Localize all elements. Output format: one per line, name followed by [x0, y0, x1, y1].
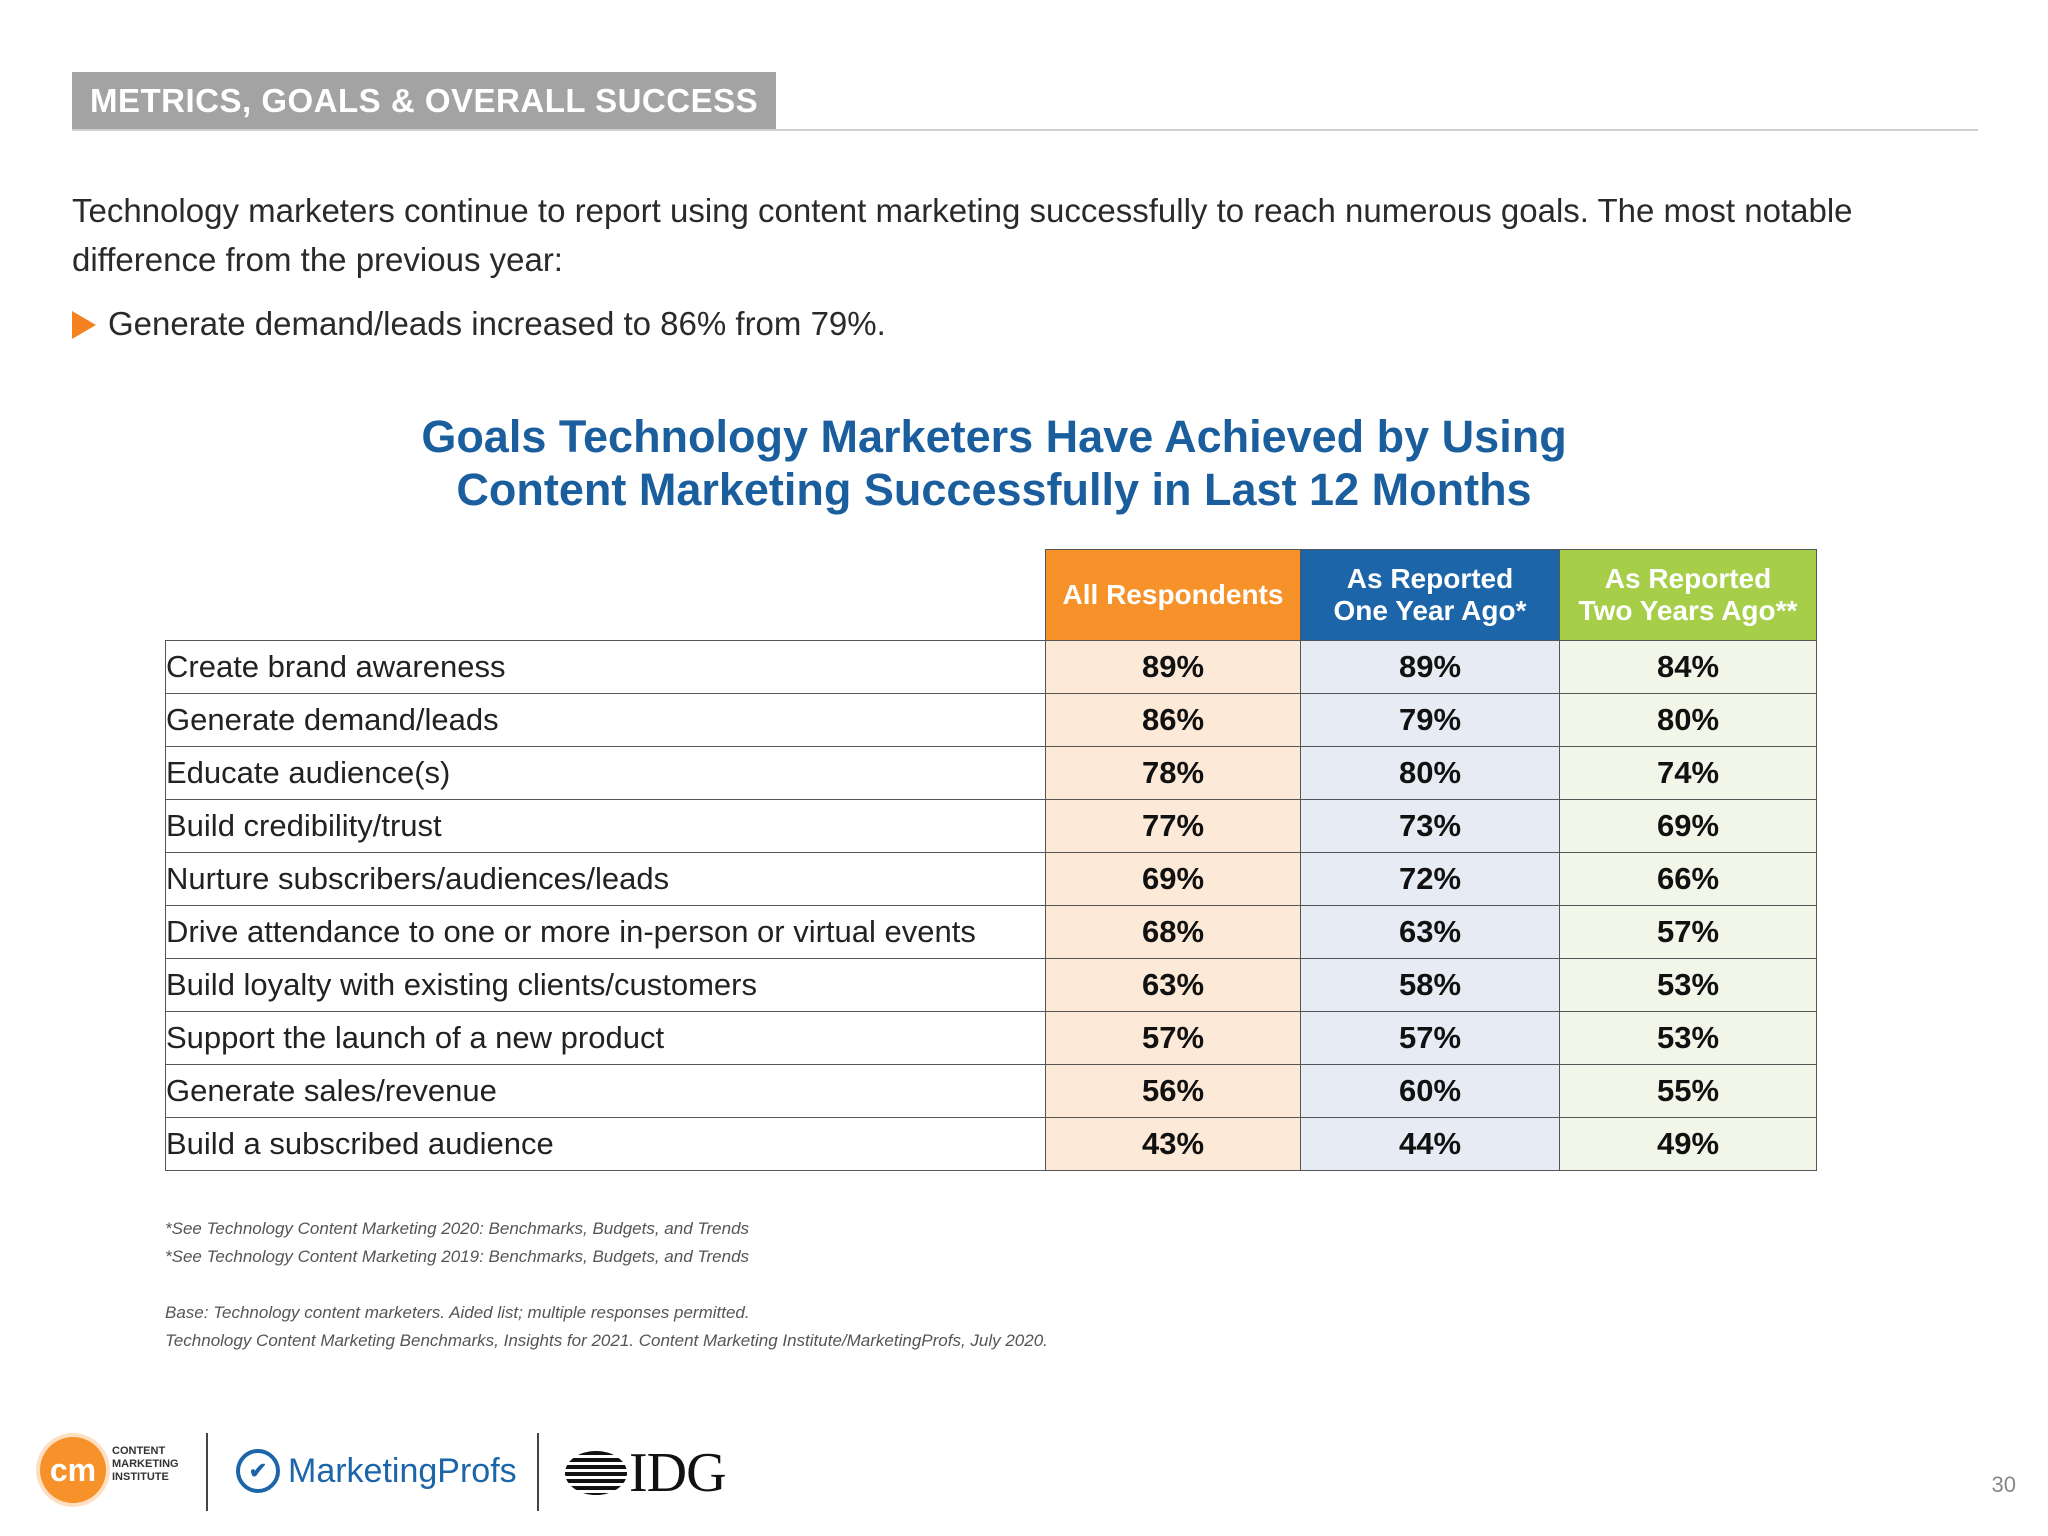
table-row: Create brand awareness 89% 89% 84%: [165, 640, 1817, 694]
value-one-year-ago: 44%: [1300, 1117, 1560, 1171]
value-two-years-ago: 74%: [1559, 746, 1817, 800]
cmi-logo-line-1: CONTENT: [112, 1445, 166, 1457]
table-header-row: All Respondents As Reported One Year Ago…: [165, 549, 1817, 641]
value-two-years-ago: 69%: [1559, 799, 1817, 853]
value-all-respondents: 57%: [1045, 1011, 1301, 1065]
value-all-respondents: 78%: [1045, 746, 1301, 800]
value-one-year-ago: 80%: [1300, 746, 1560, 800]
row-label: Build credibility/trust: [165, 799, 1046, 853]
value-one-year-ago: 60%: [1300, 1064, 1560, 1118]
table-title: Goals Technology Marketers Have Achieved…: [160, 410, 1828, 516]
section-header: METRICS, GOALS & OVERALL SUCCESS: [72, 72, 1978, 131]
source-note: Technology Content Marketing Benchmarks,…: [165, 1331, 1048, 1350]
table-row: Drive attendance to one or more in-perso…: [165, 905, 1817, 959]
table-row: Support the launch of a new product 57% …: [165, 1011, 1817, 1065]
header-blank: [165, 549, 1046, 641]
value-all-respondents: 86%: [1045, 693, 1301, 747]
value-two-years-ago: 55%: [1559, 1064, 1817, 1118]
value-one-year-ago: 57%: [1300, 1011, 1560, 1065]
triangle-bullet-icon: [72, 311, 96, 339]
row-label: Generate sales/revenue: [165, 1064, 1046, 1118]
table-title-line-2: Content Marketing Successfully in Last 1…: [456, 464, 1532, 515]
logo-divider: [206, 1433, 208, 1511]
value-all-respondents: 77%: [1045, 799, 1301, 853]
row-label: Generate demand/leads: [165, 693, 1046, 747]
value-one-year-ago: 79%: [1300, 693, 1560, 747]
value-all-respondents: 89%: [1045, 640, 1301, 694]
header-two-years-ago: As Reported Two Years Ago**: [1559, 549, 1817, 641]
value-one-year-ago: 63%: [1300, 905, 1560, 959]
header-two-years-ago-line-2: Two Years Ago**: [1578, 595, 1798, 626]
value-all-respondents: 68%: [1045, 905, 1301, 959]
footer-logos: cm CONTENT MARKETING INSTITUTE ✔ Marketi…: [40, 1425, 800, 1525]
bullet-item: Generate demand/leads increased to 86% f…: [72, 300, 886, 348]
row-label: Educate audience(s): [165, 746, 1046, 800]
idg-wordmark: IDG: [629, 1442, 727, 1504]
row-label: Build a subscribed audience: [165, 1117, 1046, 1171]
footnote-2: *See Technology Content Marketing 2019: …: [165, 1247, 750, 1266]
value-all-respondents: 63%: [1045, 958, 1301, 1012]
idg-globe-icon: [565, 1451, 627, 1495]
table-row: Generate sales/revenue 56% 60% 55%: [165, 1064, 1817, 1118]
cmi-logo: cm CONTENT MARKETING INSTITUTE: [40, 1435, 190, 1515]
cmi-logo-line-2: MARKETING: [112, 1458, 179, 1470]
section-title: METRICS, GOALS & OVERALL SUCCESS: [72, 72, 777, 130]
value-one-year-ago: 89%: [1300, 640, 1560, 694]
header-all-respondents: All Respondents: [1045, 549, 1301, 641]
table-row: Build a subscribed audience 43% 44% 49%: [165, 1117, 1817, 1171]
goals-table: All Respondents As Reported One Year Ago…: [165, 549, 1817, 1171]
header-one-year-ago-line-2: One Year Ago*: [1333, 595, 1527, 626]
cmi-logo-text: CONTENT MARKETING INSTITUTE: [112, 1445, 179, 1484]
value-two-years-ago: 57%: [1559, 905, 1817, 959]
marketingprofs-globe-icon: ✔: [236, 1449, 280, 1493]
row-label: Nurture subscribers/audiences/leads: [165, 852, 1046, 906]
page-number: 30: [1991, 1472, 2016, 1497]
intro-paragraph: Technology marketers continue to report …: [72, 192, 1853, 278]
value-two-years-ago: 49%: [1559, 1117, 1817, 1171]
cmi-logo-line-3: INSTITUTE: [112, 1471, 169, 1483]
logo-divider: [537, 1433, 539, 1511]
row-label: Drive attendance to one or more in-perso…: [165, 905, 1046, 959]
table-row: Generate demand/leads 86% 79% 80%: [165, 693, 1817, 747]
marketingprofs-wordmark: MarketingProfs: [288, 1452, 517, 1490]
value-two-years-ago: 84%: [1559, 640, 1817, 694]
value-all-respondents: 43%: [1045, 1117, 1301, 1171]
value-two-years-ago: 53%: [1559, 1011, 1817, 1065]
section-divider: [72, 129, 1978, 131]
header-one-year-ago-line-1: As Reported: [1346, 563, 1514, 594]
table-title-line-1: Goals Technology Marketers Have Achieved…: [421, 411, 1567, 462]
value-all-respondents: 56%: [1045, 1064, 1301, 1118]
header-two-years-ago-line-1: As Reported: [1604, 563, 1772, 594]
value-one-year-ago: 58%: [1300, 958, 1560, 1012]
footnote-1: *See Technology Content Marketing 2020: …: [165, 1219, 750, 1238]
value-one-year-ago: 72%: [1300, 852, 1560, 906]
bullet-text: Generate demand/leads increased to 86% f…: [108, 305, 886, 342]
value-two-years-ago: 80%: [1559, 693, 1817, 747]
table-row: Build loyalty with existing clients/cust…: [165, 958, 1817, 1012]
table-row: Build credibility/trust 77% 73% 69%: [165, 799, 1817, 853]
value-two-years-ago: 53%: [1559, 958, 1817, 1012]
value-one-year-ago: 73%: [1300, 799, 1560, 853]
cmi-logo-mark: cm: [40, 1437, 106, 1503]
header-one-year-ago: As Reported One Year Ago*: [1300, 549, 1560, 641]
footnotes: *See Technology Content Marketing 2020: …: [165, 1215, 1048, 1355]
base-note: Base: Technology content marketers. Aide…: [165, 1303, 750, 1322]
row-label: Create brand awareness: [165, 640, 1046, 694]
table-row: Educate audience(s) 78% 80% 74%: [165, 746, 1817, 800]
value-all-respondents: 69%: [1045, 852, 1301, 906]
row-label: Support the launch of a new product: [165, 1011, 1046, 1065]
footnote-spacer: [165, 1271, 1048, 1299]
table-row: Nurture subscribers/audiences/leads 69% …: [165, 852, 1817, 906]
row-label: Build loyalty with existing clients/cust…: [165, 958, 1046, 1012]
value-two-years-ago: 66%: [1559, 852, 1817, 906]
